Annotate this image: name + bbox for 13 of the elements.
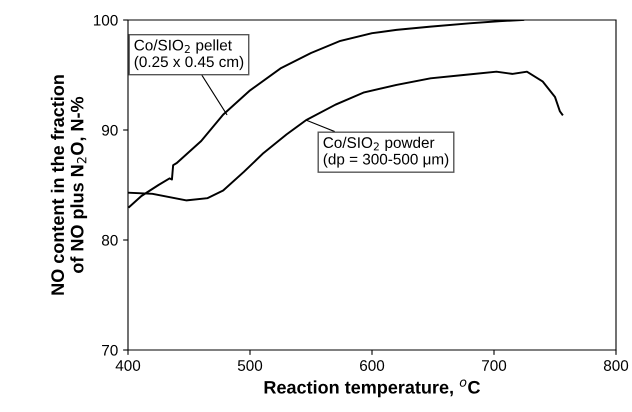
x-tick-label: 500 — [238, 360, 262, 371]
annotation: Co/SIO$_{2}$ pellet (0.25 x 0.45 cm) — [134, 39, 244, 70]
y-tick-label: 100 — [94, 14, 118, 26]
x-tick-label: 400 — [116, 360, 140, 371]
y-tick-label: 70 — [102, 344, 118, 356]
y-tick-label: 80 — [102, 234, 118, 246]
x-tick-label: 800 — [604, 360, 628, 371]
annotation: Co/SIO$_{2}$ powder (dp = 300-500 μm) — [324, 136, 448, 168]
y-tick-label: 90 — [102, 124, 118, 136]
y-axis-title: NO content in the fraction of NO plus N$_{2}$O, N-% — [50, 75, 88, 295]
x-tick-label: 600 — [360, 360, 384, 371]
x-tick-label: 700 — [482, 360, 506, 371]
x-axis-title: Reaction temperature, $^{o}$C — [264, 380, 480, 398]
